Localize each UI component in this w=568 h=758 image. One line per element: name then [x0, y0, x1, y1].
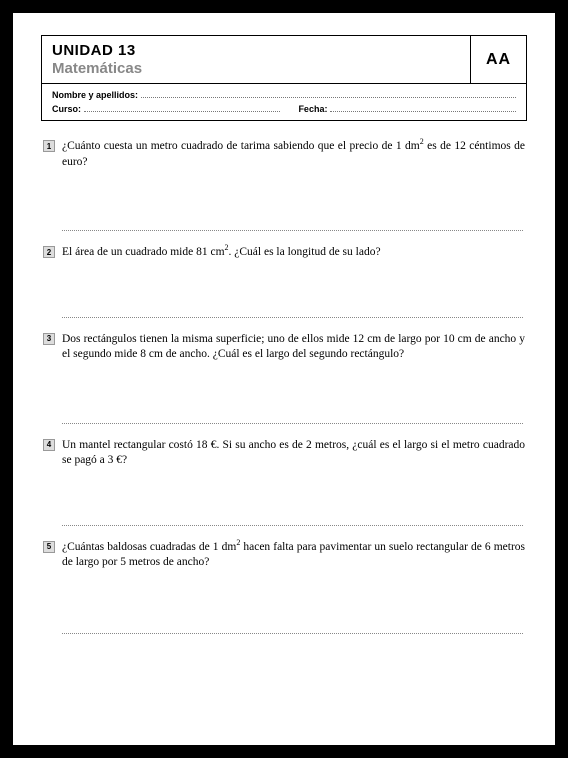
worksheet-page: UNIDAD 13 Matemáticas AA Nombre y apelli…	[10, 10, 558, 748]
answer-line[interactable]	[62, 230, 523, 231]
question-3: 3 Dos rectángulos tienen la misma superf…	[43, 332, 525, 424]
date-input-line[interactable]	[330, 103, 516, 112]
name-input-line[interactable]	[141, 89, 516, 98]
date-label: Fecha:	[298, 104, 327, 114]
name-label: Nombre y apellidos:	[52, 90, 138, 100]
unit-label: UNIDAD 13	[52, 42, 460, 59]
question-text: El área de un cuadrado mide 81 cm2. ¿Cuá…	[62, 245, 525, 261]
answer-line[interactable]	[62, 525, 523, 526]
question-5: 5 ¿Cuántas baldosas cuadradas de 1 dm2 h…	[43, 540, 525, 634]
course-label: Curso:	[52, 104, 81, 114]
name-field-row: Nombre y apellidos:	[52, 89, 516, 100]
question-4: 4 Un mantel rectangular costó 18 €. Si s…	[43, 438, 525, 526]
header-box: UNIDAD 13 Matemáticas AA Nombre y apelli…	[41, 35, 527, 121]
answer-line[interactable]	[62, 633, 523, 634]
question-text: ¿Cuántas baldosas cuadradas de 1 dm2 hac…	[62, 540, 525, 571]
questions-list: 1 ¿Cuánto cuesta un metro cuadrado de ta…	[41, 139, 527, 634]
question-text: Un mantel rectangular costó 18 €. Si su …	[62, 438, 525, 469]
course-date-row: Curso: Fecha:	[52, 103, 516, 114]
header-code: AA	[470, 36, 526, 83]
question-number: 5	[43, 541, 55, 553]
question-number: 4	[43, 439, 55, 451]
question-1: 1 ¿Cuánto cuesta un metro cuadrado de ta…	[43, 139, 525, 231]
subject-label: Matemáticas	[52, 60, 460, 77]
header-title-block: UNIDAD 13 Matemáticas	[42, 36, 470, 83]
answer-line[interactable]	[62, 317, 523, 318]
question-2: 2 El área de un cuadrado mide 81 cm2. ¿C…	[43, 245, 525, 318]
course-field: Curso:	[52, 103, 280, 114]
date-field: Fecha:	[298, 103, 516, 114]
question-number: 3	[43, 333, 55, 345]
question-text: ¿Cuánto cuesta un metro cuadrado de tari…	[62, 139, 525, 170]
header-top-row: UNIDAD 13 Matemáticas AA	[42, 36, 526, 84]
question-text: Dos rectángulos tienen la misma superfic…	[62, 332, 525, 363]
question-number: 1	[43, 140, 55, 152]
question-number: 2	[43, 246, 55, 258]
answer-line[interactable]	[62, 423, 523, 424]
course-input-line[interactable]	[84, 103, 280, 112]
header-fields: Nombre y apellidos: Curso: Fecha:	[42, 84, 526, 120]
